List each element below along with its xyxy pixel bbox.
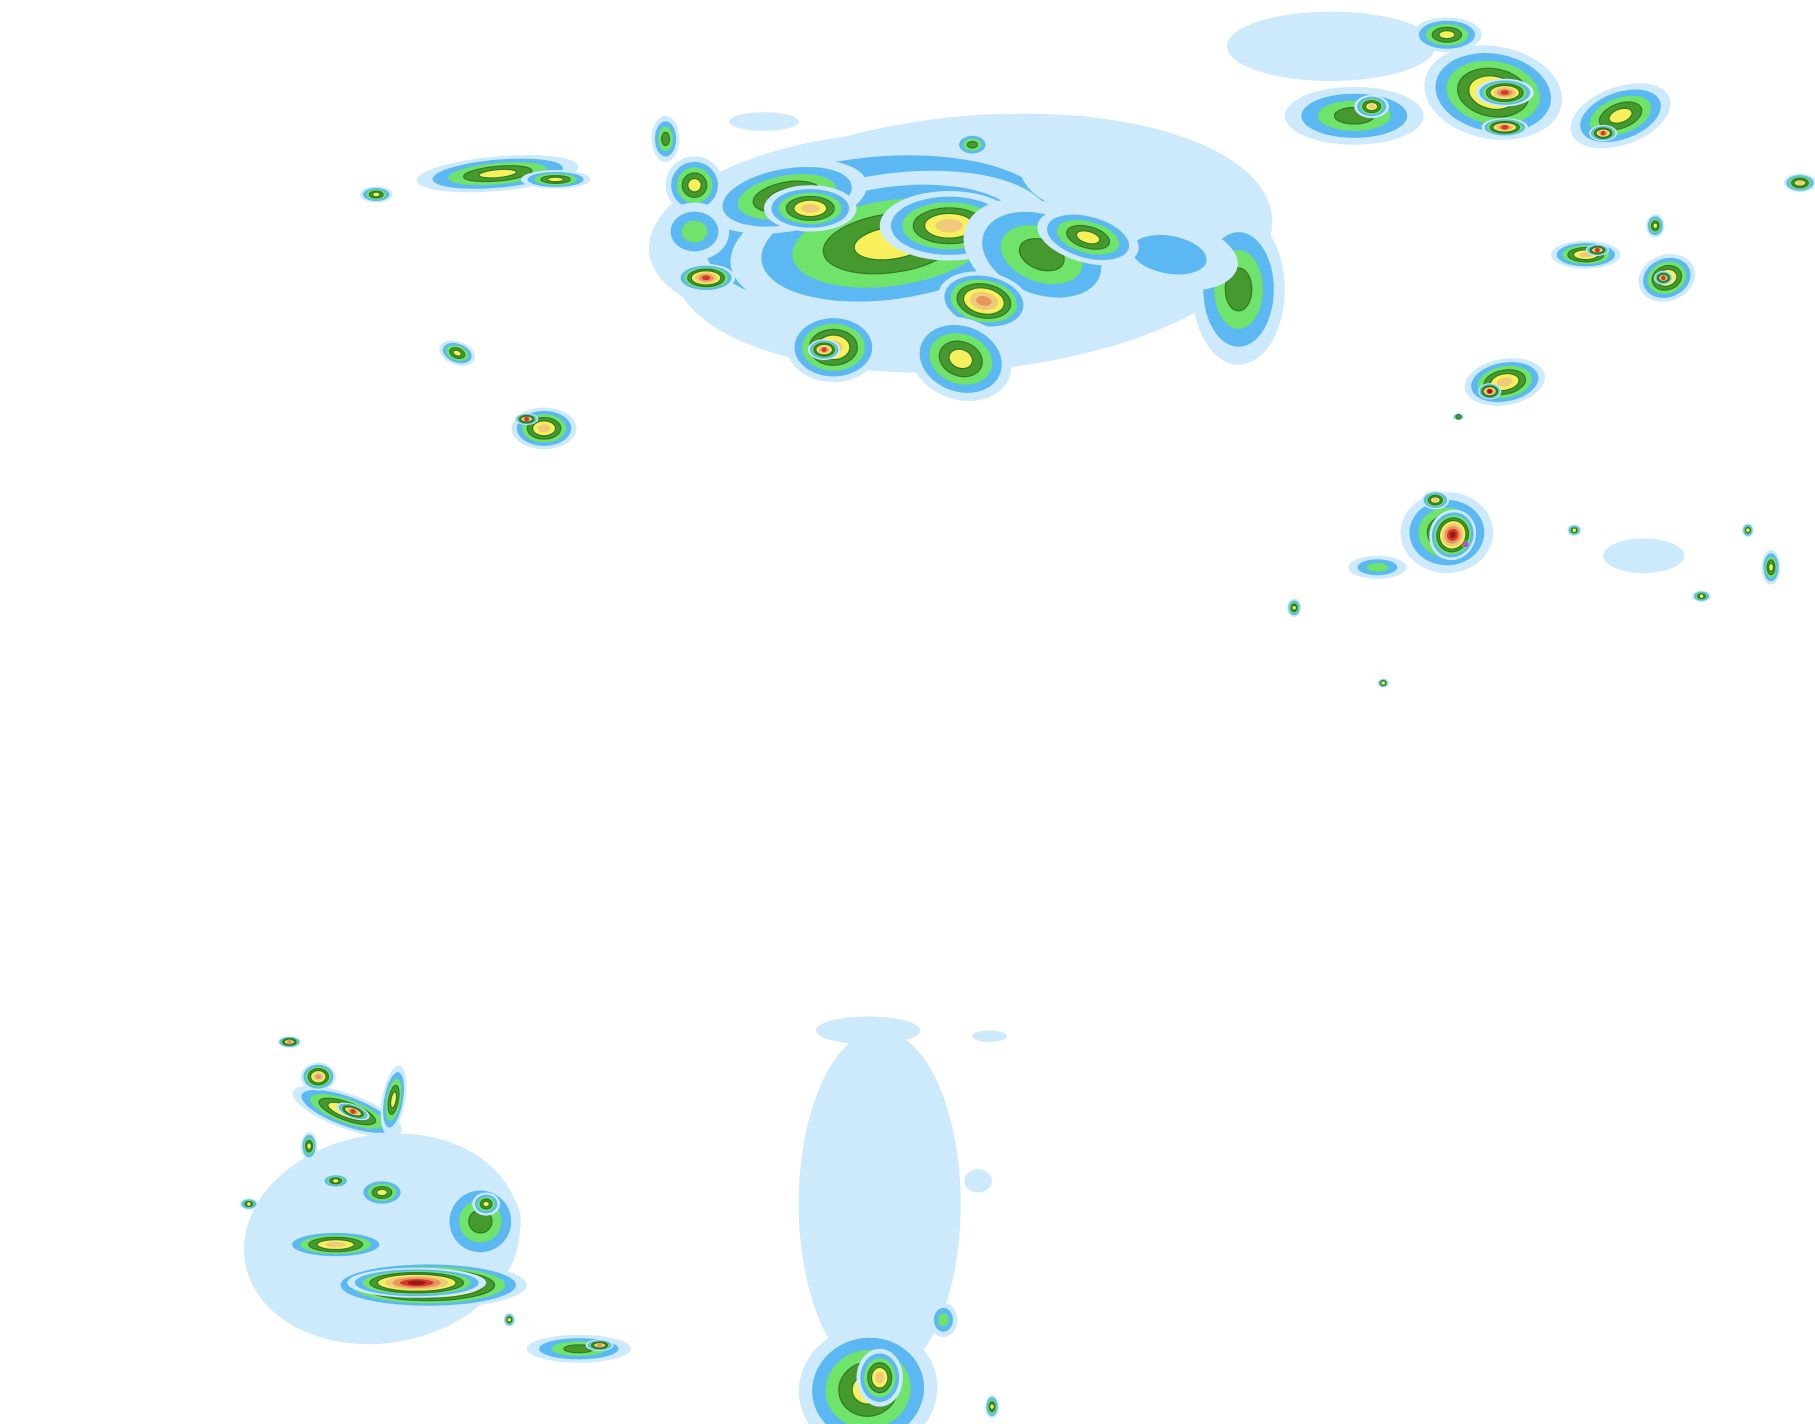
precipitation-very-light [972, 1030, 1008, 1042]
precipitation-moderate-heavy [948, 348, 974, 370]
precipitation-extreme [1487, 388, 1493, 394]
precipitation-moderate-heavy [506, 1316, 513, 1323]
precipitation-moderate-heavy [452, 349, 462, 357]
precipitation-very-heavy [597, 1342, 602, 1348]
precipitation-moderate-heavy [1698, 593, 1705, 600]
precipitation-very-heavy [315, 1074, 322, 1079]
precipitation-cells [239, 11, 1815, 1424]
precipitation-moderate-heavy [331, 1177, 340, 1184]
precipitation-moderate-heavy [306, 1142, 312, 1150]
precipitation-moderate-heavy [1744, 527, 1751, 534]
precipitation-heavy [1796, 180, 1804, 186]
precipitation-moderate-heavy [478, 168, 517, 179]
precipitation-heavy [325, 1241, 346, 1248]
precipitation-moderate [1224, 267, 1253, 312]
precipitation-intense [1595, 247, 1600, 253]
precipitation-very-light [964, 1169, 992, 1193]
precipitation-heavy [1497, 377, 1513, 387]
precipitation-very-light [816, 1016, 921, 1045]
precipitation-extreme [1449, 531, 1456, 539]
precipitation-intense [1500, 90, 1510, 95]
precipitation-very-light [1018, 115, 1135, 209]
precipitation-intense [524, 416, 529, 422]
precipitation-very-light [798, 1030, 961, 1378]
precipitation-very-light [729, 112, 799, 131]
precipitation-moderate [661, 131, 671, 147]
precipitation-very-heavy [976, 296, 992, 306]
precipitation-moderate [1455, 413, 1462, 420]
precipitation-moderate-heavy [1380, 680, 1387, 686]
precipitation-moderate [966, 140, 978, 149]
precipitation-light-moderate [938, 1313, 949, 1327]
precipitation-intense [1501, 125, 1509, 130]
precipitation-intense [1600, 130, 1606, 136]
precipitation-very-light [1226, 11, 1436, 82]
precipitation-heavy [801, 203, 820, 213]
precipitation-moderate-heavy [1768, 562, 1774, 572]
precipitation-moderate-heavy [1438, 30, 1456, 40]
precipitation-moderate-heavy [1652, 222, 1659, 230]
precipitation-extreme [407, 1280, 426, 1286]
precipitation-moderate-heavy [376, 1188, 388, 1197]
precipitation-moderate-heavy [390, 1091, 398, 1109]
precipitation-intense [1661, 275, 1666, 281]
precipitation-heavy [875, 1372, 885, 1384]
precipitation-moderate-heavy [1571, 527, 1578, 534]
precipitation-light [1131, 234, 1207, 275]
precipitation-very-heavy [287, 1039, 292, 1045]
precipitation-moderate-heavy [245, 1201, 252, 1207]
precipitation-intense [350, 1109, 356, 1114]
precipitation-moderate-heavy [1291, 604, 1298, 611]
precipitation-moderate-heavy [547, 176, 565, 183]
precipitation-hail [1463, 541, 1468, 547]
precipitation-moderate-heavy [1608, 107, 1633, 124]
precipitation-moderate-heavy [482, 1200, 490, 1208]
precipitation-moderate-heavy [989, 1403, 995, 1410]
precipitation-intense [701, 275, 711, 281]
precipitation-moderate-heavy [687, 177, 702, 193]
precipitation-light-moderate [1366, 562, 1389, 572]
precipitation-heavy [537, 424, 551, 433]
precipitation-moderate-heavy [371, 191, 381, 198]
precipitation-heavy [1368, 104, 1376, 109]
precipitation-intense [821, 347, 827, 352]
precipitation-heavy [935, 219, 963, 233]
precipitation-light-moderate [681, 220, 708, 243]
precipitation-heavy [1432, 497, 1439, 503]
precipitation-very-light [1603, 538, 1685, 574]
precipitation-moderate-heavy [1075, 230, 1101, 245]
